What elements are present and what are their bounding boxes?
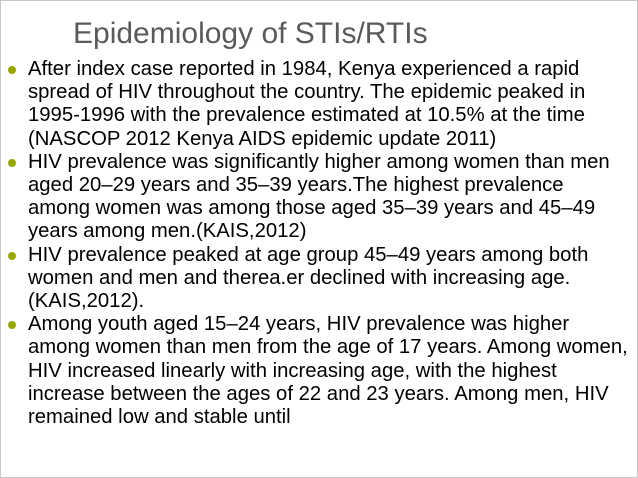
bullet-text: Among youth aged 15–24 years, HIV preval… bbox=[28, 313, 628, 429]
bullet-list: After index case reported in 1984, Kenya… bbox=[1, 58, 637, 429]
bullet-item: HIV prevalence peaked at age group 45–49… bbox=[1, 243, 637, 314]
bullet-text: After index case reported in 1984, Kenya… bbox=[28, 58, 586, 150]
bullet-text: HIV prevalence was significantly higher … bbox=[28, 150, 610, 243]
bullet-item: After index case reported in 1984, Kenya… bbox=[1, 58, 637, 151]
bullet-dot-icon bbox=[8, 321, 16, 330]
bullet-dot-icon bbox=[8, 251, 16, 260]
bullet-item: HIV prevalence was significantly higher … bbox=[1, 150, 637, 244]
bullet-item: Among youth aged 15–24 years, HIV preval… bbox=[1, 313, 637, 429]
bullet-dot-icon bbox=[8, 66, 16, 74]
slide-title: Epidemiology of STIs/RTIs bbox=[73, 17, 428, 50]
bullet-text: HIV prevalence peaked at age group 45–49… bbox=[28, 243, 589, 313]
bullet-dot-icon bbox=[8, 158, 16, 167]
